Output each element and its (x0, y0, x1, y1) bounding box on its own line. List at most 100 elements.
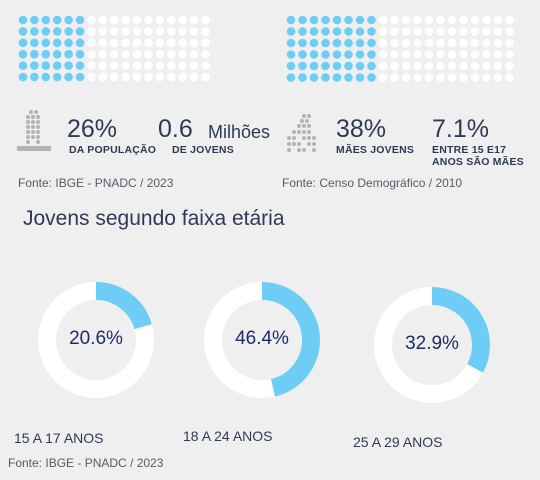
filled-dot (18, 61, 28, 70)
empty-dot (390, 73, 399, 82)
filled-dot (30, 49, 39, 59)
footer-source: Fonte: IBGE - PNADC / 2023 (8, 456, 164, 470)
filled-dot (18, 27, 28, 36)
empty-dot (470, 27, 480, 36)
filled-dot (298, 50, 307, 59)
empty-dot (155, 61, 165, 70)
filled-dot (52, 38, 62, 48)
empty-dot (132, 49, 142, 59)
empty-dot (109, 49, 119, 59)
empty-dot (470, 73, 480, 82)
filled-dot (286, 61, 296, 71)
filled-dot (286, 38, 296, 48)
empty-dot (98, 15, 108, 25)
filled-dot (75, 49, 85, 59)
empty-dot (201, 27, 210, 36)
filled-dot (298, 61, 307, 71)
filled-dot (64, 72, 73, 82)
filled-dot (30, 61, 39, 70)
empty-dot (378, 38, 388, 48)
empty-dot (470, 50, 480, 59)
filled-dot (75, 72, 85, 82)
empty-dot (189, 38, 199, 48)
stat-label-young-mothers: MÃES JOVENS (336, 144, 415, 156)
empty-dot (436, 50, 445, 59)
empty-dot (178, 49, 187, 59)
stat-value-teen-mothers: 7.1% (432, 115, 489, 143)
filled-dot (344, 15, 353, 25)
empty-dot (155, 49, 165, 59)
donut-category-label-1: 15 A 17 ANOS (14, 430, 104, 446)
empty-dot (109, 61, 119, 70)
empty-dot (401, 73, 411, 82)
empty-dot (87, 38, 96, 48)
source-note-left: Fonte: IBGE - PNADC / 2023 (18, 176, 174, 190)
empty-dot (413, 15, 422, 25)
filled-dot (298, 15, 307, 25)
empty-dot (447, 27, 457, 36)
donut-category-label-2: 18 A 24 ANOS (183, 428, 273, 444)
empty-dot (378, 15, 388, 25)
empty-dot (121, 61, 130, 70)
empty-dot (401, 50, 411, 59)
donut-slice-3 (431, 287, 490, 373)
empty-dot (390, 61, 399, 71)
empty-dot (132, 72, 142, 82)
empty-dot (424, 73, 434, 82)
empty-dot (189, 49, 199, 59)
filled-dot (309, 61, 319, 71)
empty-dot (482, 27, 491, 36)
empty-dot (505, 38, 514, 48)
filled-dot (64, 38, 73, 48)
empty-dot (378, 73, 388, 82)
population-dot-grid (18, 15, 210, 82)
empty-dot (87, 49, 96, 59)
filled-dot (64, 49, 73, 59)
filled-dot (18, 49, 28, 59)
empty-dot (189, 27, 199, 36)
empty-dot (121, 15, 130, 25)
filled-dot (344, 38, 353, 48)
filled-dot (367, 38, 376, 48)
empty-dot (447, 38, 457, 48)
empty-dot (424, 61, 434, 71)
filled-dot (75, 38, 85, 48)
filled-dot (30, 38, 39, 48)
filled-dot (64, 27, 73, 36)
empty-dot (482, 73, 491, 82)
empty-dot (98, 49, 108, 59)
empty-dot (121, 49, 130, 59)
stat-value-young-mothers: 38% (336, 115, 387, 143)
empty-dot (470, 38, 480, 48)
empty-dot (189, 72, 199, 82)
filled-dot (41, 49, 51, 59)
empty-dot (390, 27, 399, 36)
filled-dot (286, 73, 296, 82)
filled-dot (41, 72, 51, 82)
filled-dot (52, 27, 62, 36)
filled-dot (321, 38, 330, 48)
stat-label-young-people: DE JOVENS (172, 144, 234, 156)
empty-dot (493, 61, 503, 71)
empty-dot (121, 72, 130, 82)
empty-dot (132, 61, 142, 70)
filled-dot (355, 38, 365, 48)
empty-dot (166, 27, 176, 36)
empty-dot (189, 15, 199, 25)
empty-dot (424, 50, 434, 59)
empty-dot (424, 38, 434, 48)
empty-dot (144, 15, 153, 25)
empty-dot (493, 38, 503, 48)
empty-dot (482, 61, 491, 71)
empty-dot (459, 27, 468, 36)
empty-dot (482, 15, 491, 25)
filled-dot (367, 61, 376, 71)
empty-dot (98, 27, 108, 36)
filled-dot (309, 38, 319, 48)
mothers-dot-grid (286, 15, 514, 82)
empty-dot (401, 61, 411, 71)
empty-dot (505, 27, 514, 36)
empty-dot (447, 15, 457, 25)
filled-dot (367, 27, 376, 36)
empty-dot (401, 38, 411, 48)
